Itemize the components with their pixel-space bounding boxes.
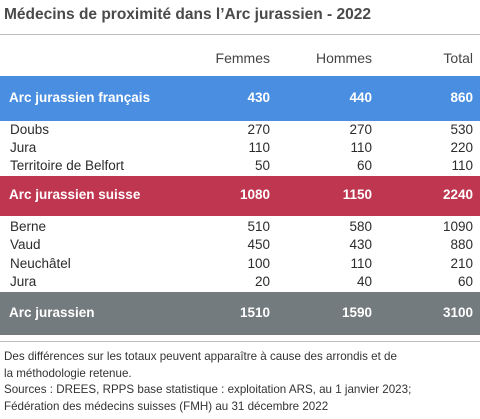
total-value-femmes: 1510 — [239, 305, 270, 320]
row-label: Vaud — [10, 237, 41, 252]
title-rule — [0, 34, 480, 35]
footnotes: Des différences sur les totaux peuvent a… — [4, 349, 476, 415]
row-label: Berne — [10, 219, 47, 234]
row-label: Territoire de Belfort — [10, 158, 125, 173]
group-value-hommes: 1150 — [342, 187, 372, 202]
group-label: Arc jurassien français — [9, 90, 151, 105]
header-total: Total — [443, 50, 473, 66]
cell-hommes: 110 — [350, 256, 372, 271]
cell-total: 880 — [450, 237, 473, 252]
cell-hommes: 580 — [349, 219, 372, 234]
header-femmes: Femmes — [215, 50, 270, 66]
table-row: Berne 510 580 1090 — [0, 217, 480, 237]
header-hommes: Hommes — [315, 50, 372, 66]
cell-femmes: 50 — [254, 158, 270, 173]
group-value-hommes: 440 — [349, 90, 372, 105]
notes-rule — [0, 341, 480, 342]
table-row: Jura 110 110 220 — [0, 138, 480, 158]
total-value-hommes: 1590 — [341, 305, 372, 320]
table-row: Jura 20 40 60 — [0, 272, 480, 292]
cell-hommes: 110 — [350, 140, 372, 155]
cell-femmes: 450 — [247, 237, 270, 252]
table-row: Neuchâtel 100 110 210 — [0, 254, 480, 274]
footnote-line: Fédération des médecins suisses (FMH) au… — [4, 399, 329, 413]
cell-femmes: 100 — [247, 256, 270, 271]
row-label: Doubs — [10, 122, 50, 137]
cell-total: 530 — [450, 122, 473, 137]
cell-hommes: 60 — [356, 158, 372, 173]
footnote-line: la méthodologie retenue. — [4, 366, 132, 380]
group-band-francais: Arc jurassien français 430 440 860 — [0, 76, 480, 121]
cell-hommes: 270 — [349, 122, 372, 137]
cell-femmes: 270 — [247, 122, 270, 137]
column-headers: Femmes Hommes Total — [0, 48, 480, 68]
table-row: Territoire de Belfort 50 60 110 — [0, 156, 480, 176]
cell-hommes: 40 — [356, 274, 372, 289]
total-band: Arc jurassien 1510 1590 3100 — [0, 292, 480, 335]
cell-total: 110 — [451, 158, 473, 173]
group-value-femmes: 430 — [247, 90, 270, 105]
group-value-femmes: 1080 — [239, 187, 270, 202]
footnote-line: Sources : DREES, RPPS base statistique :… — [4, 383, 412, 396]
cell-total: 220 — [450, 140, 473, 155]
table-row: Vaud 450 430 880 — [0, 235, 480, 255]
row-label: Jura — [10, 274, 37, 289]
total-label: Arc jurassien — [9, 305, 95, 320]
table-row: Doubs 270 270 530 — [0, 120, 480, 140]
cell-total: 60 — [457, 274, 473, 289]
cell-total: 210 — [450, 256, 473, 271]
total-value-total: 3100 — [442, 305, 473, 320]
cell-hommes: 430 — [349, 237, 372, 252]
group-value-total: 2240 — [442, 187, 473, 202]
cell-femmes: 510 — [247, 219, 270, 234]
cell-total: 1090 — [442, 219, 473, 234]
group-band-suisse: Arc jurassien suisse 1080 1150 2240 — [0, 176, 480, 216]
cell-femmes: 20 — [254, 274, 270, 289]
footnote-line: Des différences sur les totaux peuvent a… — [4, 350, 397, 363]
chart-title: Médecins de proximité dans l’Arc jurassi… — [4, 6, 371, 23]
group-value-total: 860 — [450, 90, 473, 105]
row-label: Neuchâtel — [10, 256, 71, 271]
row-label: Jura — [10, 140, 37, 155]
group-label: Arc jurassien suisse — [9, 187, 141, 202]
cell-femmes: 110 — [248, 140, 270, 155]
